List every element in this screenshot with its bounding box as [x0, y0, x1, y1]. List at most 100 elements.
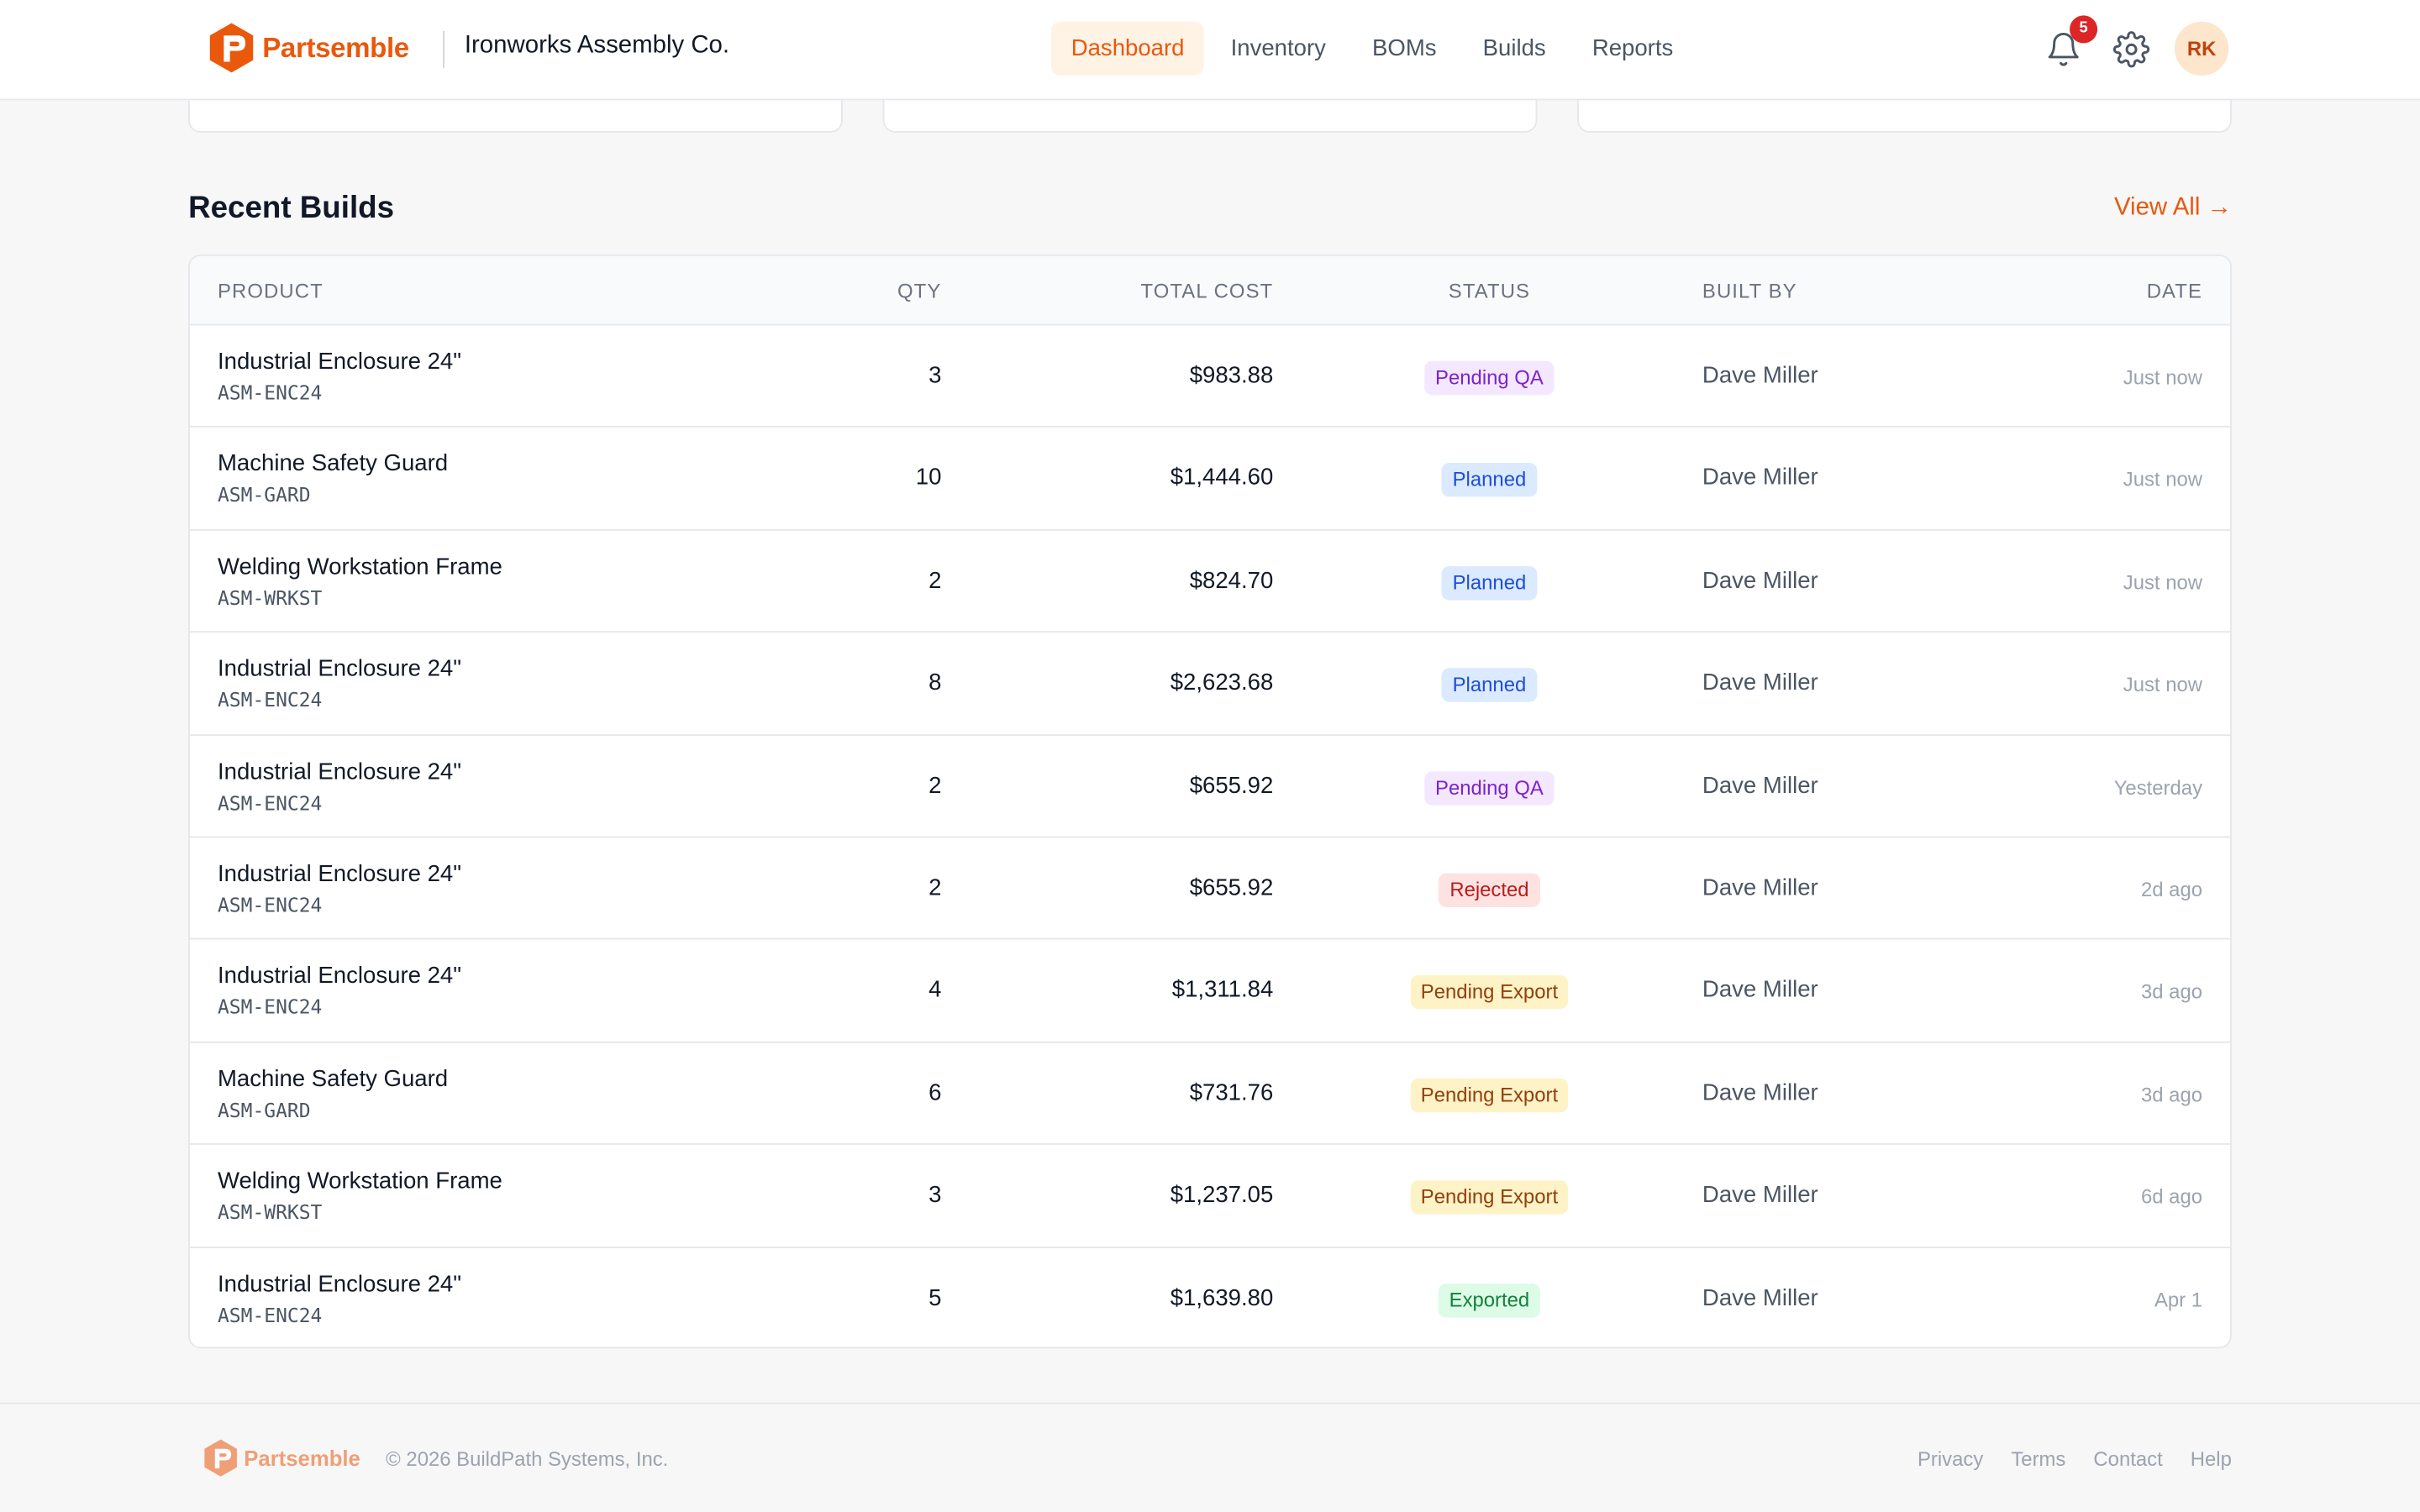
status-badge: Pending Export [1409, 975, 1569, 1010]
product-sku: ASM-GARD [217, 483, 311, 507]
status-badge: Planned [1441, 668, 1538, 703]
table-row[interactable]: Welding Workstation Frame ASM-WRKST 3 $1,23… [189, 1145, 2231, 1248]
gear-icon[interactable] [2112, 31, 2150, 68]
total-cost-value: $824.70 [1189, 567, 1274, 594]
nav-dashboard[interactable]: Dashboard [1050, 21, 1205, 76]
product-name[interactable]: Machine Safety Guard [217, 451, 449, 478]
nav-inventory[interactable]: Inventory [1230, 35, 1326, 62]
qty-value: 10 [915, 465, 942, 491]
user-avatar[interactable]: RK [2174, 21, 2229, 76]
date-value: Just now [2123, 570, 2203, 594]
view-all-link[interactable]: View All → [2113, 194, 2232, 221]
date-value: Just now [2123, 365, 2203, 389]
footer-link-privacy[interactable]: Privacy [1917, 1446, 1984, 1471]
qty-value: 3 [929, 1182, 942, 1209]
product-name[interactable]: Industrial Enclosure 24" [217, 758, 462, 785]
date-value: Yesterday [2113, 775, 2203, 799]
table-row[interactable]: Machine Safety Guard ASM-GARD 10 $1,444.60 P… [189, 428, 2231, 531]
table-header: PRODUCT QTY TOTAL COST STATUS BUILT BY D… [189, 255, 2231, 326]
nav-boms[interactable]: BOMs [1372, 35, 1437, 62]
footer-link-contact[interactable]: Contact [2093, 1446, 2163, 1471]
product-name[interactable]: Welding Workstation Frame [217, 553, 502, 580]
product-sku: ASM-WRKST [217, 1200, 323, 1224]
footer-brand-name: Partsemble [244, 1446, 360, 1471]
status-cell: Pending QA [1335, 360, 1644, 396]
table-row[interactable]: Machine Safety Guard ASM-GARD 6 $731.76 Pend… [189, 1042, 2231, 1146]
table-row[interactable]: Industrial Enclosure 24" ASM-ENC24 3 $983.8… [189, 326, 2231, 428]
brand-logo[interactable]: Partsemble [207, 22, 409, 74]
built-by-value: Dave Miller [1702, 362, 1818, 389]
date-value: Just now [2123, 468, 2203, 491]
product-sku: ASM-ENC24 [217, 381, 323, 405]
nav-reports[interactable]: Reports [1591, 35, 1674, 62]
product-name[interactable]: Industrial Enclosure 24" [217, 655, 462, 683]
total-cost-value: $983.88 [1189, 362, 1274, 389]
total-cost-value: $1,444.60 [1170, 465, 1274, 491]
date-value: Just now [2123, 673, 2203, 696]
product-name[interactable]: Industrial Enclosure 24" [217, 349, 462, 375]
product-name[interactable]: Industrial Enclosure 24" [217, 860, 462, 888]
table-row[interactable]: Industrial Enclosure 24" ASM-ENC24 2 $655.9… [189, 735, 2231, 838]
nav-builds[interactable]: Builds [1482, 35, 1546, 62]
date-value: 3d ago [2140, 979, 2203, 1004]
product-name[interactable]: Machine Safety Guard [217, 1065, 449, 1092]
table-body: Industrial Enclosure 24" ASM-ENC24 3 $983.8… [189, 326, 2231, 1347]
status-cell: Exported [1335, 1283, 1644, 1317]
footer-link-terms[interactable]: Terms [2011, 1446, 2066, 1471]
qty-value: 2 [929, 772, 942, 799]
product-sku: ASM-ENC24 [217, 688, 323, 712]
status-badge: Exported [1438, 1283, 1541, 1317]
product-name[interactable]: Industrial Enclosure 24" [217, 1270, 462, 1297]
recent-builds-table: PRODUCT QTY TOTAL COST STATUS BUILT BY D… [188, 255, 2232, 1349]
status-cell: Pending QA [1335, 770, 1644, 805]
status-cell: Pending Export [1335, 1078, 1644, 1112]
col-status: STATUS [1448, 279, 1531, 303]
product-sku: ASM-GARD [217, 1098, 311, 1121]
date-value: 6d ago [2140, 1184, 2203, 1209]
date-value: 3d ago [2140, 1082, 2203, 1106]
footer: Partsemble © 2026 BuildPath Systems, Inc… [0, 1402, 2420, 1512]
table-row[interactable]: Industrial Enclosure 24" ASM-ENC24 5 $1,639… [190, 1247, 2230, 1347]
total-cost-value: $1,311.84 [1171, 977, 1274, 1004]
built-by-value: Dave Miller [1702, 1079, 1818, 1106]
qty-value: 6 [929, 1079, 942, 1106]
footer-link-help[interactable]: Help [2190, 1446, 2232, 1471]
date-value: Apr 1 [2154, 1287, 2203, 1311]
footer-brand[interactable]: Partsemble [203, 1438, 360, 1478]
status-badge: Planned [1441, 565, 1538, 601]
qty-value: 3 [929, 362, 942, 389]
built-by-value: Dave Miller [1702, 977, 1818, 1004]
notification-badge: 5 [2070, 15, 2098, 44]
col-qty: QTY [897, 279, 942, 303]
qty-value: 5 [929, 1284, 942, 1311]
main-nav: Dashboard Inventory BOMs Builds Reports [1050, 21, 1700, 76]
product-name[interactable]: Industrial Enclosure 24" [217, 963, 462, 990]
status-cell: Planned [1335, 463, 1644, 498]
status-badge: Rejected [1439, 873, 1540, 907]
partsemble-logo-icon [204, 1439, 237, 1477]
product-name[interactable]: Welding Workstation Frame [217, 1168, 502, 1194]
brand-divider [443, 30, 445, 68]
col-product: PRODUCT [217, 279, 324, 303]
total-cost-value: $2,623.68 [1170, 669, 1274, 696]
bell-icon[interactable] [2045, 31, 2082, 68]
total-cost-value: $731.76 [1189, 1079, 1274, 1106]
table-row[interactable]: Industrial Enclosure 24" ASM-ENC24 2 $655.9… [189, 837, 2231, 941]
top-header: Partsemble Ironworks Assembly Co. Dashbo… [0, 0, 2420, 101]
recent-builds-title: Recent Builds [188, 191, 395, 226]
built-by-value: Dave Miller [1702, 1284, 1818, 1311]
table-row[interactable]: Industrial Enclosure 24" ASM-ENC24 4 $1,311… [189, 940, 2231, 1043]
built-by-value: Dave Miller [1702, 465, 1818, 491]
status-cell: Rejected [1335, 873, 1644, 907]
table-row[interactable]: Industrial Enclosure 24" ASM-ENC24 8 $2,623… [189, 633, 2231, 736]
total-cost-value: $655.92 [1189, 874, 1274, 901]
product-sku: ASM-ENC24 [217, 1303, 323, 1326]
total-cost-value: $1,237.05 [1170, 1182, 1274, 1209]
status-badge: Pending Export [1409, 1078, 1569, 1112]
partsemble-logo-icon [209, 23, 254, 73]
col-date: DATE [2146, 279, 2203, 303]
built-by-value: Dave Miller [1702, 669, 1818, 696]
product-sku: ASM-WRKST [217, 585, 323, 610]
table-row[interactable]: Welding Workstation Frame ASM-WRKST 2 $824.… [189, 530, 2231, 633]
